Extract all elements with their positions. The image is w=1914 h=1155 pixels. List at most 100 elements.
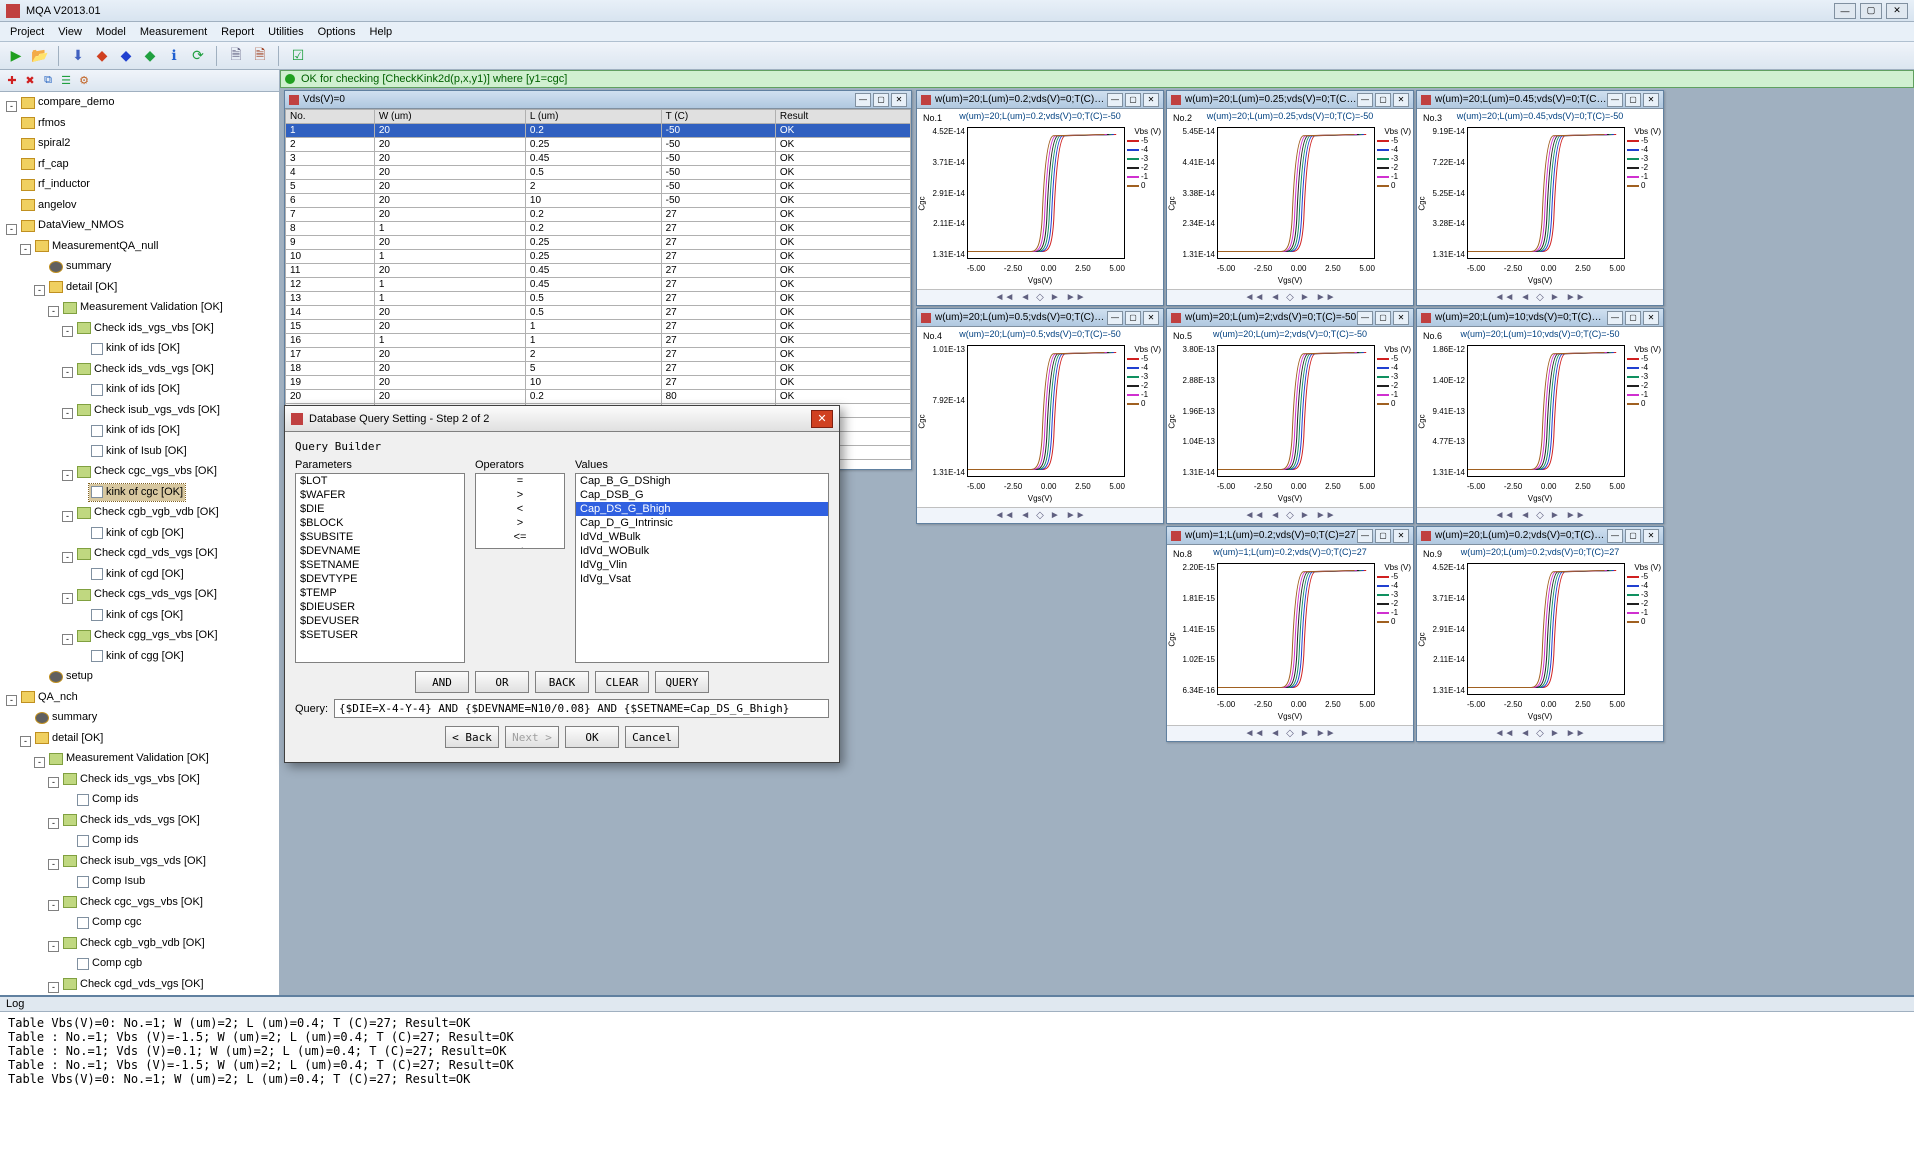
tree-toggle[interactable]: -	[62, 634, 73, 645]
tree-node[interactable]: -Check cgb_vgb_vdb [OK]	[2, 504, 277, 525]
back-button[interactable]: BACK	[535, 671, 589, 693]
tree-node[interactable]: -MeasurementQA_null	[2, 238, 277, 259]
chart-window[interactable]: w(um)=1;L(um)=0.2;vds(V)=0;T(C)=27—▢✕No.…	[1166, 526, 1414, 742]
list-item[interactable]: $BLOCK	[296, 516, 464, 530]
tree-toggle[interactable]: -	[62, 367, 73, 378]
tree-node[interactable]: kink of Isub [OK]	[2, 443, 277, 464]
iwin-max[interactable]: ▢	[1375, 93, 1391, 107]
tree-node[interactable]: -Check cgd_vds_vgs [OK]	[2, 976, 277, 996]
table-row[interactable]: 1200.2-50OK	[286, 124, 911, 138]
iwin-max[interactable]: ▢	[1125, 311, 1141, 325]
tree-node[interactable]: -Check ids_vgs_vbs [OK]	[2, 320, 277, 341]
table-row[interactable]: 1210.4527OK	[286, 278, 911, 292]
list-item[interactable]: $DEVTYPE	[296, 572, 464, 586]
menu-view[interactable]: View	[52, 24, 88, 40]
doc2-icon[interactable]: 🗎	[250, 46, 270, 66]
tree-toggle[interactable]: -	[34, 285, 45, 296]
tree-node[interactable]: -Check ids_vds_vgs [OK]	[2, 812, 277, 833]
tree-node[interactable]: rf_cap	[2, 156, 277, 177]
tree-node[interactable]: kink of ids [OK]	[2, 422, 277, 443]
close-button[interactable]: ✕	[1886, 3, 1908, 19]
chart-window[interactable]: w(um)=20;L(um)=0.45;vds(V)=0;T(C)=-50—▢✕…	[1416, 90, 1664, 306]
list-item[interactable]: $DIEUSER	[296, 600, 464, 614]
ops-list[interactable]: =><><=<	[475, 473, 565, 549]
chart-nav[interactable]: ◄◄◄◇►►►	[1417, 507, 1663, 523]
chart-window[interactable]: w(um)=20;L(um)=0.2;vds(V)=0;T(C)=-50—▢✕N…	[916, 90, 1164, 306]
query-dialog[interactable]: Database Query Setting - Step 2 of 2 ✕ Q…	[284, 405, 840, 763]
list-item[interactable]: Cap_B_G_DShigh	[576, 474, 828, 488]
list-item[interactable]: $SUBSITE	[296, 530, 464, 544]
or-button[interactable]: OR	[475, 671, 529, 693]
tree-node[interactable]: kink of cgd [OK]	[2, 566, 277, 587]
chart-nav[interactable]: ◄◄◄◇►►►	[917, 289, 1163, 305]
list-item[interactable]: $DEVNAME	[296, 544, 464, 558]
tree-body[interactable]: -compare_demorfmosspiral2rf_caprf_induct…	[0, 92, 279, 995]
tree-toggle[interactable]: -	[6, 224, 17, 235]
list-item[interactable]: $DEVUSER	[296, 614, 464, 628]
iwin-close[interactable]: ✕	[1643, 311, 1659, 325]
list-item[interactable]: IdVd_WOBulk	[576, 544, 828, 558]
iwin-close[interactable]: ✕	[1643, 93, 1659, 107]
query-button[interactable]: QUERY	[655, 671, 709, 693]
menu-utilities[interactable]: Utilities	[262, 24, 309, 40]
run-icon[interactable]: ▶	[6, 46, 26, 66]
tree-node[interactable]: kink of cgb [OK]	[2, 525, 277, 546]
tree-node[interactable]: Comp cgb	[2, 955, 277, 976]
iwin-max[interactable]: ▢	[1125, 93, 1141, 107]
chart-nav[interactable]: ◄◄◄◇►►►	[1167, 725, 1413, 741]
tree-node[interactable]: Comp ids	[2, 791, 277, 812]
tree-toggle[interactable]: -	[62, 326, 73, 337]
tree-node[interactable]: -compare_demo	[2, 94, 277, 115]
tree-node[interactable]: angelov	[2, 197, 277, 218]
ok-button[interactable]: OK	[565, 726, 619, 748]
chart-window[interactable]: w(um)=20;L(um)=10;vds(V)=0;T(C)=-50—▢✕No…	[1416, 308, 1664, 524]
tree-node[interactable]: -Check ids_vgs_vbs [OK]	[2, 771, 277, 792]
list-item[interactable]: IdVg_Vsat	[576, 572, 828, 586]
iwin-min[interactable]: —	[1107, 93, 1123, 107]
list-item[interactable]: $SETNAME	[296, 558, 464, 572]
list-item[interactable]: $TEMP	[296, 586, 464, 600]
menu-project[interactable]: Project	[4, 24, 50, 40]
tree-paste-icon[interactable]: ☰	[58, 73, 74, 89]
list-item[interactable]: =	[476, 474, 564, 488]
cancel-button[interactable]: Cancel	[625, 726, 679, 748]
drop-blue-icon[interactable]: ◆	[116, 46, 136, 66]
tree-node[interactable]: summary	[2, 709, 277, 730]
list-item[interactable]: Cap_D_G_Intrinsic	[576, 516, 828, 530]
iwin-max[interactable]: ▢	[1375, 311, 1391, 325]
iwin-max[interactable]: ▢	[1375, 529, 1391, 543]
back-button[interactable]: < Back	[445, 726, 499, 748]
iwin-min[interactable]: —	[1107, 311, 1123, 325]
tree-node[interactable]: rf_inductor	[2, 176, 277, 197]
list-item[interactable]: >	[476, 488, 564, 502]
iwin-close[interactable]: ✕	[1143, 311, 1159, 325]
iwin-max[interactable]: ▢	[873, 93, 889, 107]
table-row[interactable]: 4200.5-50OK	[286, 166, 911, 180]
table-header[interactable]: W (um)	[374, 110, 525, 124]
tree-toggle[interactable]: -	[62, 470, 73, 481]
chart-window[interactable]: w(um)=20;L(um)=2;vds(V)=0;T(C)=-50—▢✕No.…	[1166, 308, 1414, 524]
next-button[interactable]: Next >	[505, 726, 559, 748]
log-body[interactable]: Table Vbs(V)=0: No.=1; W (um)=2; L (um)=…	[0, 1012, 1914, 1155]
tree-copy-icon[interactable]: ⧉	[40, 73, 56, 89]
table-row[interactable]: 1820527OK	[286, 362, 911, 376]
tree-node[interactable]: -DataView_NMOS	[2, 217, 277, 238]
tree-node[interactable]: Comp cgc	[2, 914, 277, 935]
chart-nav[interactable]: ◄◄◄◇►►►	[917, 507, 1163, 523]
iwin-min[interactable]: —	[855, 93, 871, 107]
table-row[interactable]: 1520127OK	[286, 320, 911, 334]
tree-toggle[interactable]: -	[48, 900, 59, 911]
iwin-max[interactable]: ▢	[1625, 311, 1641, 325]
iwin-close[interactable]: ✕	[891, 93, 907, 107]
tree-node[interactable]: spiral2	[2, 135, 277, 156]
list-item[interactable]: $WAFER	[296, 488, 464, 502]
dialog-close-button[interactable]: ✕	[811, 410, 833, 428]
table-header[interactable]: T (C)	[661, 110, 775, 124]
iwin-close[interactable]: ✕	[1393, 93, 1409, 107]
refresh-icon[interactable]: ⟳	[188, 46, 208, 66]
iwin-close[interactable]: ✕	[1393, 311, 1409, 325]
tree-node[interactable]: summary	[2, 258, 277, 279]
menu-model[interactable]: Model	[90, 24, 132, 40]
table-row[interactable]: 19201027OK	[286, 376, 911, 390]
tree-node[interactable]: kink of cgc [OK]	[2, 484, 277, 505]
